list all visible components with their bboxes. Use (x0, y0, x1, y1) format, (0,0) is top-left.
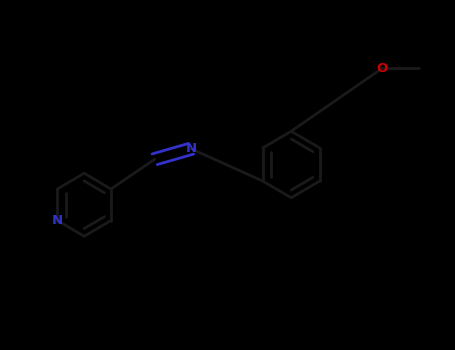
Text: N: N (52, 214, 63, 227)
Text: O: O (377, 62, 388, 75)
Text: N: N (186, 142, 197, 155)
